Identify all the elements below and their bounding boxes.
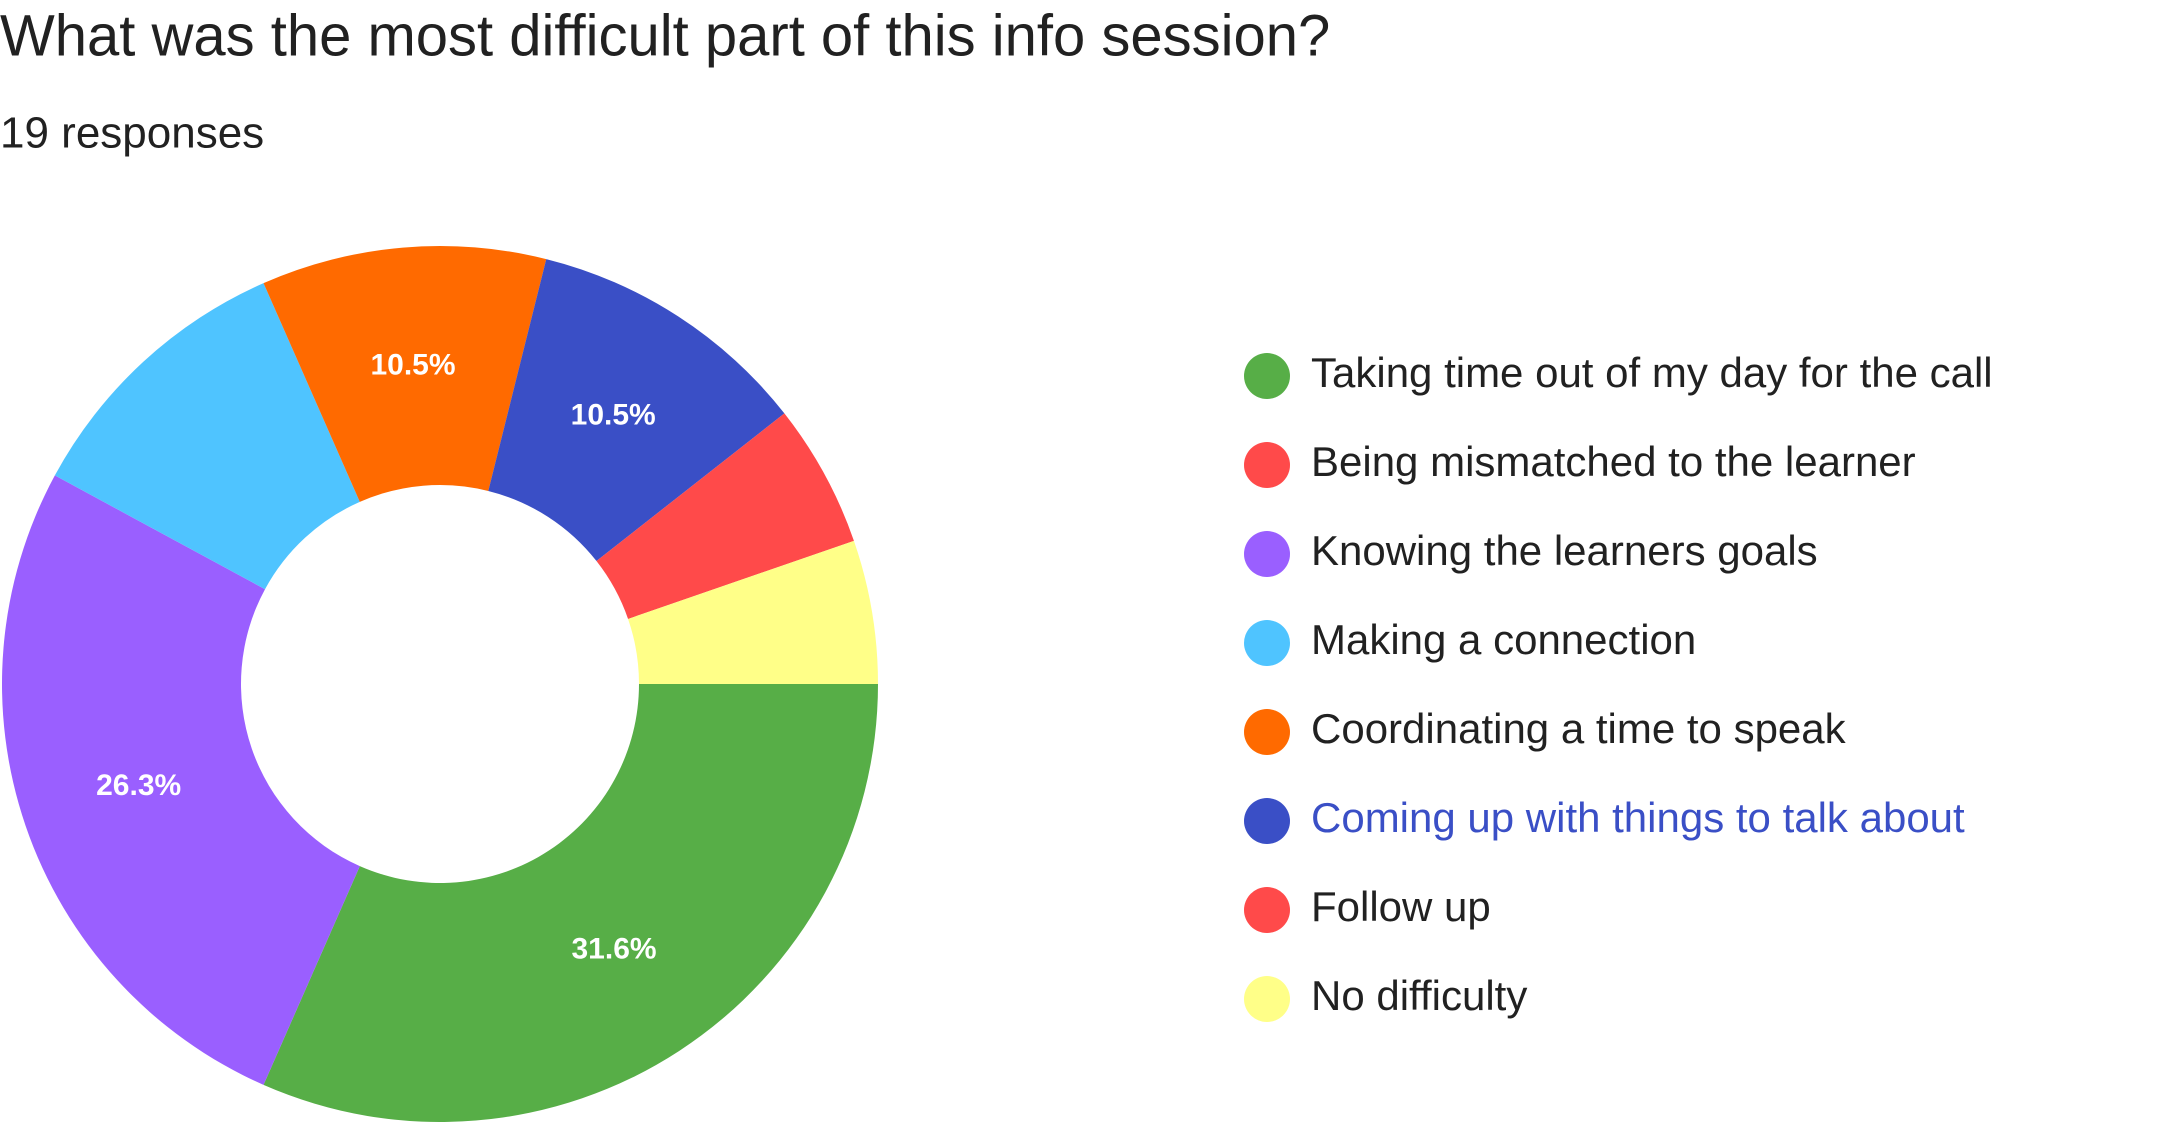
legend-swatch xyxy=(1244,531,1290,577)
legend-label: Follow up xyxy=(1311,883,1491,930)
legend-swatch xyxy=(1244,442,1290,488)
donut-slice xyxy=(54,283,360,590)
slice-label: 31.6% xyxy=(571,933,656,966)
chart-subtitle: 19 responses xyxy=(0,109,264,158)
legend-swatch xyxy=(1244,887,1290,933)
legend-swatch xyxy=(1244,620,1290,666)
legend-swatch xyxy=(1244,976,1290,1022)
legend-swatch xyxy=(1244,353,1290,399)
legend-label: Taking time out of my day for the call xyxy=(1311,349,1993,396)
legend-label: Making a connection xyxy=(1311,616,1696,663)
donut-slice xyxy=(2,475,360,1085)
legend-label: Coordinating a time to speak xyxy=(1311,705,1847,752)
legend-label: Coming up with things to talk about xyxy=(1311,794,1965,841)
slice-label: 10.5% xyxy=(571,399,656,432)
slice-label: 10.5% xyxy=(370,349,455,382)
donut-slice xyxy=(263,684,878,1122)
donut-slice xyxy=(263,246,547,502)
slice-label: 26.3% xyxy=(96,769,181,802)
legend-label: Being mismatched to the learner xyxy=(1311,438,1916,485)
donut-slice xyxy=(628,540,878,684)
legend-swatch xyxy=(1244,709,1290,755)
donut-slice xyxy=(596,413,854,619)
legend-swatch xyxy=(1244,798,1290,844)
legend-label: No difficulty xyxy=(1311,972,1527,1019)
donut-slice xyxy=(488,259,785,562)
legend-label: Knowing the learners goals xyxy=(1311,527,1818,574)
chart-title: What was the most difficult part of this… xyxy=(0,3,1330,68)
